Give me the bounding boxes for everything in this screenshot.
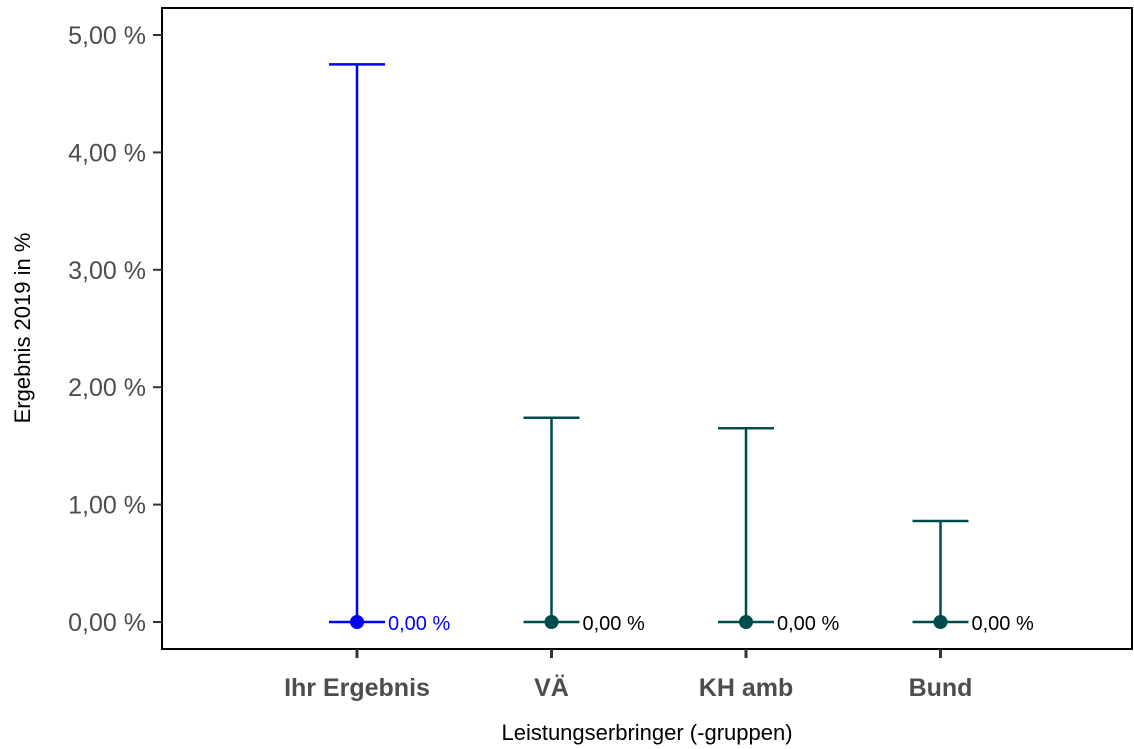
chart-marks: 0,00 % 0,00 % 0,00 % 0,00 % [329,63,1034,635]
errorbar-group: 0,00 % [523,416,645,635]
data-label: 0,00 % [777,613,839,635]
x-tick-label: Ihr Ergebnis [284,674,430,702]
errorbar-group: 0,00 % [329,63,450,635]
x-tick-label: VÄ [534,674,569,702]
y-tick-label: 5,00 % [68,22,146,50]
plot-panel-border [161,7,1133,650]
x-tick-label: KH amb [699,674,793,702]
data-label: 0,00 % [972,613,1034,635]
x-axis: Ihr Ergebnis VÄ KH amb Bund [284,649,972,702]
x-tick-label: Bund [909,674,973,702]
y-tick-label: 3,00 % [68,257,146,285]
data-label: 0,00 % [388,613,450,635]
y-axis-title: Ergebnis 2019 in % [10,233,35,424]
data-point [350,614,364,629]
y-tick-label: 0,00 % [68,609,146,637]
data-point [544,614,559,629]
y-tick-label: 4,00 % [68,139,146,167]
data-label: 0,00 % [583,613,645,635]
errorbar-group: 0,00 % [912,519,1034,635]
y-tick-label: 1,00 % [68,492,146,520]
y-axis: 0,00 % 1,00 % 2,00 % 3,00 % 4,00 % 5,00 % [68,22,162,637]
data-point [933,614,948,629]
x-axis-title: Leistungserbringer (-gruppen) [501,720,792,745]
y-tick-label: 2,00 % [68,374,146,402]
errorbar-group: 0,00 % [718,427,839,635]
data-point [739,614,753,629]
